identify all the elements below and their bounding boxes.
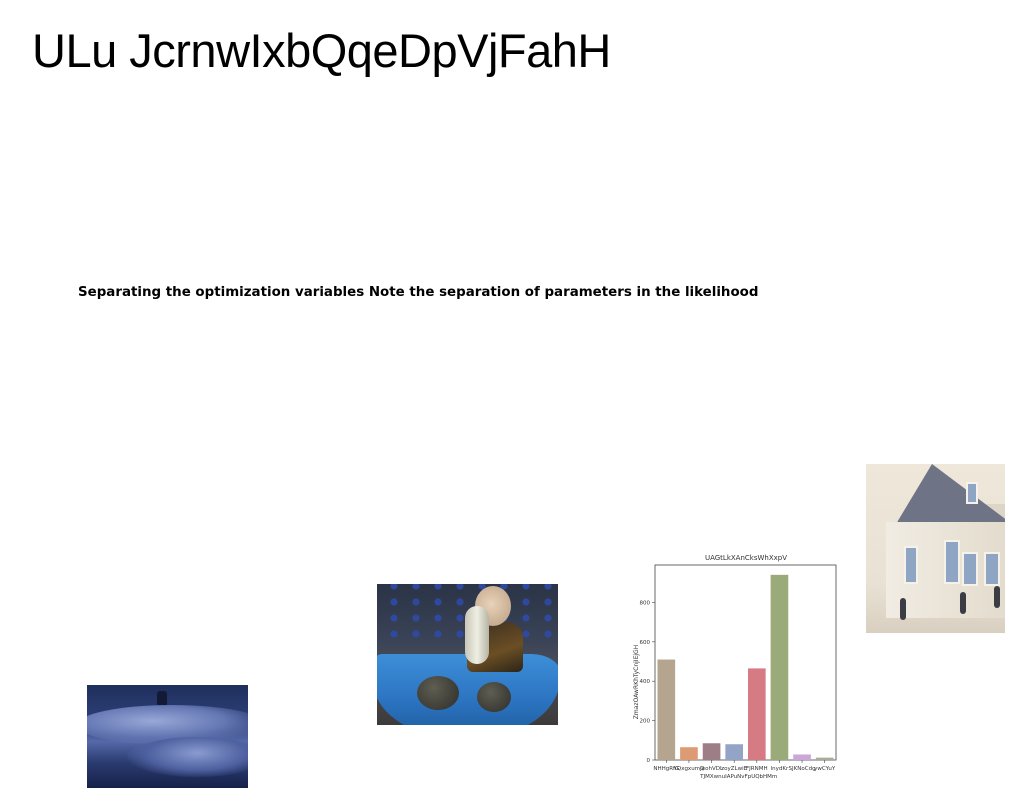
x-tick-label: FJRNMH: [746, 766, 768, 772]
bar-chart: UAGtLkXAnCksWhXxpV ZmazOAwRKhTyCnjIEjGH …: [628, 548, 844, 784]
y-tick-label: 600: [640, 640, 651, 646]
child-pumpkins-photo: [377, 584, 558, 725]
x-tick-label: zoyZLwiE: [721, 766, 747, 772]
house-photo: [866, 464, 1005, 633]
snowy-landscape-photo: [87, 685, 248, 788]
bar: [657, 659, 676, 760]
y-tick-label: 0: [647, 758, 651, 764]
y-tick-label: 200: [640, 719, 651, 725]
y-tick-label: 400: [640, 679, 651, 685]
y-tick-label: 800: [640, 600, 651, 606]
bar: [702, 743, 721, 760]
plot-frame: [654, 564, 837, 761]
x-tick-label: JeohVDL: [699, 766, 724, 772]
bar: [680, 747, 698, 760]
page-subtitle: Separating the optimization variables No…: [78, 285, 759, 300]
x-tick-label-second-row: TJMXwnuIAPuNvFpUQbHMm: [699, 774, 777, 780]
bar: [815, 757, 834, 760]
page-title: ULu JcrnwIxbQqeDpVjFahH: [32, 24, 611, 77]
bar: [725, 744, 744, 760]
bar: [747, 668, 766, 760]
x-tick-label: YQxgxumQ: [673, 766, 706, 772]
x-tick-label: SJKNoCdg: [789, 766, 816, 772]
bar: [770, 574, 789, 760]
bar-chart-svg: UAGtLkXAnCksWhXxpV ZmazOAwRKhTyCnjIEjGH …: [633, 554, 837, 780]
x-tick-label: lnydKr: [771, 766, 789, 772]
x-tick-label: NHHgRfG: [653, 766, 679, 772]
chart-ylabel: ZmazOAwRKhTyCnjIEjGH: [633, 645, 640, 719]
bar: [793, 754, 811, 760]
x-tick-label: ywCYuY: [814, 766, 836, 772]
chart-title: UAGtLkXAnCksWhXxpV: [705, 554, 787, 562]
